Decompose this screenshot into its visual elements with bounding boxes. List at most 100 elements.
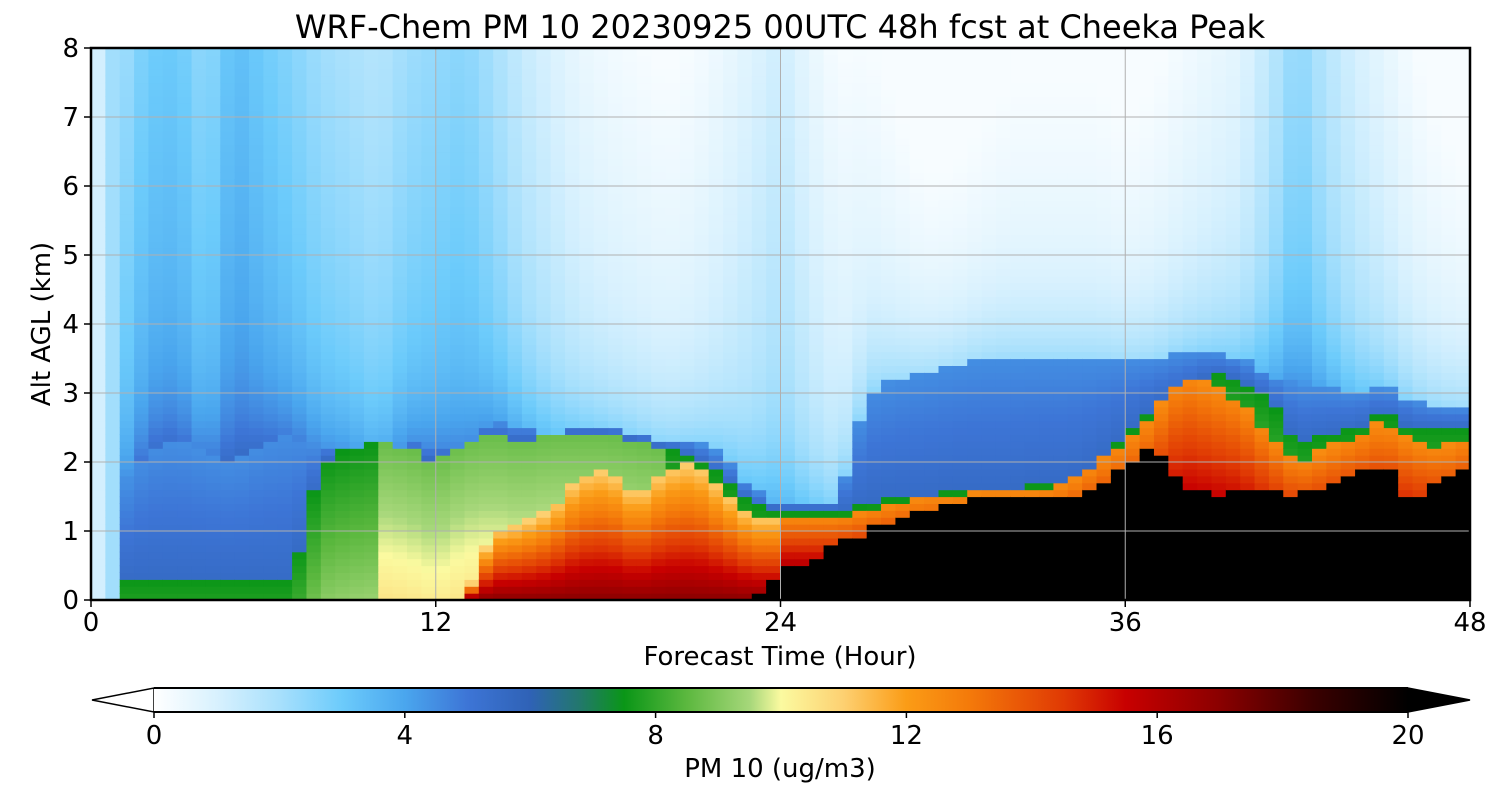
heatmap-cell [464, 558, 480, 567]
heatmap-cell [565, 317, 580, 325]
heatmap-cell [478, 158, 494, 166]
heatmap-cell [349, 110, 365, 118]
heatmap-cell [450, 468, 466, 477]
heatmap-cell [306, 275, 322, 284]
heatmap-cell [823, 296, 839, 304]
heatmap-cell [723, 75, 739, 84]
heatmap-cell [723, 579, 739, 587]
heatmap-cell [837, 496, 853, 504]
heatmap-cell [234, 296, 250, 304]
heatmap-cell [407, 96, 422, 104]
heatmap-cell [938, 358, 954, 366]
heatmap-cell [162, 482, 178, 491]
heatmap-cell [378, 303, 394, 311]
heatmap-cell [134, 517, 150, 525]
heatmap-cell [119, 551, 135, 560]
heatmap-cell [134, 406, 150, 415]
heatmap-cell [895, 455, 911, 463]
heatmap-cell [363, 503, 379, 511]
heatmap-cell [105, 282, 121, 291]
heatmap-cell [421, 282, 437, 291]
heatmap-cell [134, 268, 150, 277]
heatmap-cell [134, 344, 150, 353]
heatmap-cell [665, 206, 681, 215]
heatmap-cell [579, 103, 595, 111]
heatmap-cell [335, 137, 351, 146]
heatmap-cell [895, 544, 911, 553]
heatmap-cell [91, 296, 106, 304]
heatmap-cell [191, 206, 207, 215]
heatmap-cell [478, 96, 494, 104]
heatmap-cell [249, 565, 264, 573]
heatmap-cell [277, 317, 293, 325]
heatmap-cell [924, 593, 940, 600]
heatmap-cell [622, 296, 638, 304]
heatmap-cell [665, 496, 681, 504]
heatmap-cell [809, 123, 825, 132]
heatmap-cell [392, 96, 408, 104]
heatmap-cell [162, 75, 178, 84]
heatmap-cell [306, 544, 322, 553]
heatmap-cell [435, 572, 451, 580]
heatmap-cell [450, 406, 466, 415]
heatmap-cell [335, 186, 351, 194]
heatmap-cell [521, 241, 537, 249]
heatmap-cell [306, 61, 322, 70]
heatmap-cell [407, 517, 422, 525]
heatmap-cell [464, 61, 480, 70]
heatmap-cell [651, 427, 667, 435]
heatmap-cell [191, 593, 207, 600]
heatmap-cell [608, 593, 624, 600]
heatmap-cell [450, 89, 466, 97]
heatmap-cell [694, 282, 710, 291]
heatmap-cell [205, 324, 221, 332]
heatmap-cell [521, 282, 537, 291]
heatmap-cell [909, 158, 925, 166]
heatmap-cell [794, 406, 810, 415]
heatmap-cell [421, 151, 437, 159]
heatmap-cell [234, 510, 250, 518]
heatmap-cell [579, 365, 595, 373]
heatmap-cell [866, 503, 882, 511]
heatmap-cell [205, 462, 221, 470]
heatmap-cell [205, 144, 221, 153]
heatmap-cell [148, 268, 164, 277]
heatmap-cell [521, 317, 537, 325]
heatmap-cell [608, 579, 624, 587]
heatmap-cell [191, 330, 207, 339]
heatmap-cell [679, 468, 695, 477]
heatmap-cell [392, 551, 408, 560]
heatmap-cell [881, 275, 897, 284]
heatmap-cell [536, 386, 552, 394]
heatmap-cell [565, 296, 580, 304]
heatmap-cell [651, 255, 667, 263]
heatmap-cell [866, 261, 882, 270]
heatmap-cell [536, 317, 552, 325]
heatmap-cell [766, 289, 782, 297]
heatmap-cell [679, 531, 695, 539]
heatmap-cell [536, 54, 552, 63]
heatmap-cell [895, 172, 911, 180]
heatmap-cell [550, 427, 566, 435]
heatmap-cell [823, 462, 839, 470]
heatmap-cell [177, 68, 193, 77]
heatmap-cell [464, 48, 480, 56]
heatmap-cell [694, 310, 710, 318]
heatmap-cell [809, 172, 825, 180]
heatmap-cell [694, 123, 710, 132]
heatmap-cell [550, 255, 566, 263]
heatmap-cell [909, 206, 925, 215]
heatmap-cell [177, 144, 193, 153]
heatmap-cell [450, 413, 466, 422]
heatmap-cell [91, 303, 106, 311]
heatmap-cell [148, 68, 164, 77]
heatmap-cell [737, 123, 753, 132]
heatmap-cell [119, 441, 135, 449]
heatmap-cell [162, 537, 178, 546]
heatmap-cell [493, 351, 509, 360]
heatmap-cell [234, 130, 250, 139]
heatmap-cell [162, 179, 178, 187]
heatmap-cell [924, 117, 940, 125]
heatmap-cell [852, 393, 868, 401]
heatmap-cell [407, 130, 422, 139]
